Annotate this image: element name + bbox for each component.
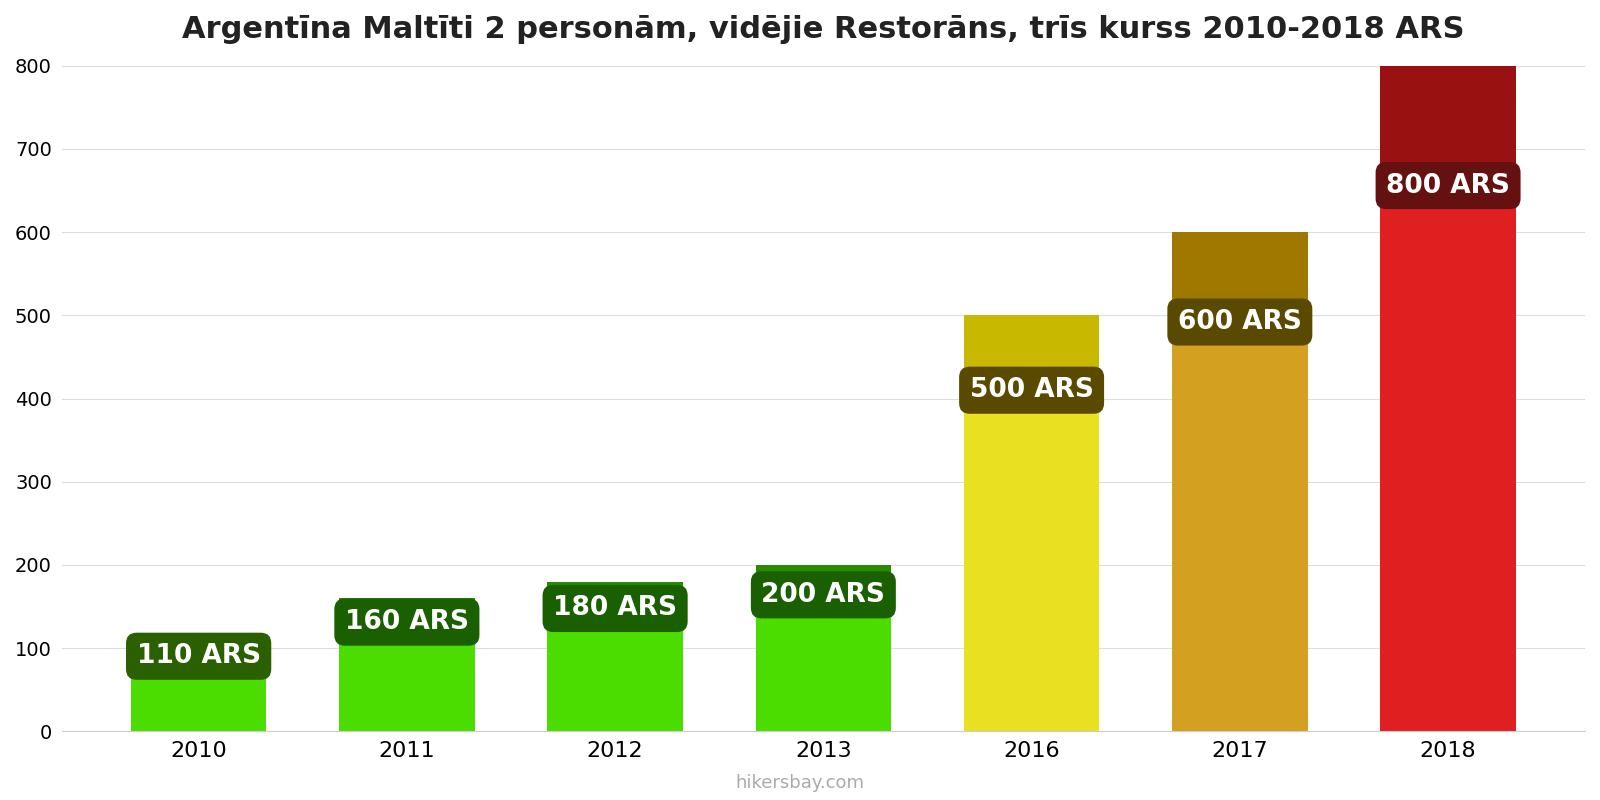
Text: 800 ARS: 800 ARS xyxy=(1386,173,1510,198)
Text: 180 ARS: 180 ARS xyxy=(554,595,677,622)
Bar xyxy=(963,315,1099,390)
Title: Argentīna Maltīti 2 personām, vidējie Restorāns, trīs kurss 2010-2018 ARS: Argentīna Maltīti 2 personām, vidējie Re… xyxy=(182,15,1464,44)
Bar xyxy=(1173,232,1307,322)
Bar xyxy=(131,640,266,731)
Bar xyxy=(755,565,891,595)
Text: 500 ARS: 500 ARS xyxy=(970,378,1093,403)
Bar xyxy=(755,565,891,731)
Bar xyxy=(339,598,475,622)
Bar xyxy=(547,582,683,731)
Bar xyxy=(963,315,1099,731)
Text: 200 ARS: 200 ARS xyxy=(762,582,885,608)
Bar xyxy=(1173,232,1307,731)
Bar xyxy=(547,582,683,609)
Bar xyxy=(339,598,475,731)
Text: 160 ARS: 160 ARS xyxy=(346,609,469,635)
Text: 110 ARS: 110 ARS xyxy=(136,643,261,670)
Bar xyxy=(1381,66,1515,731)
Bar xyxy=(131,640,266,656)
Text: hikersbay.com: hikersbay.com xyxy=(736,774,864,792)
Bar xyxy=(1381,66,1515,186)
Text: 600 ARS: 600 ARS xyxy=(1178,309,1302,335)
